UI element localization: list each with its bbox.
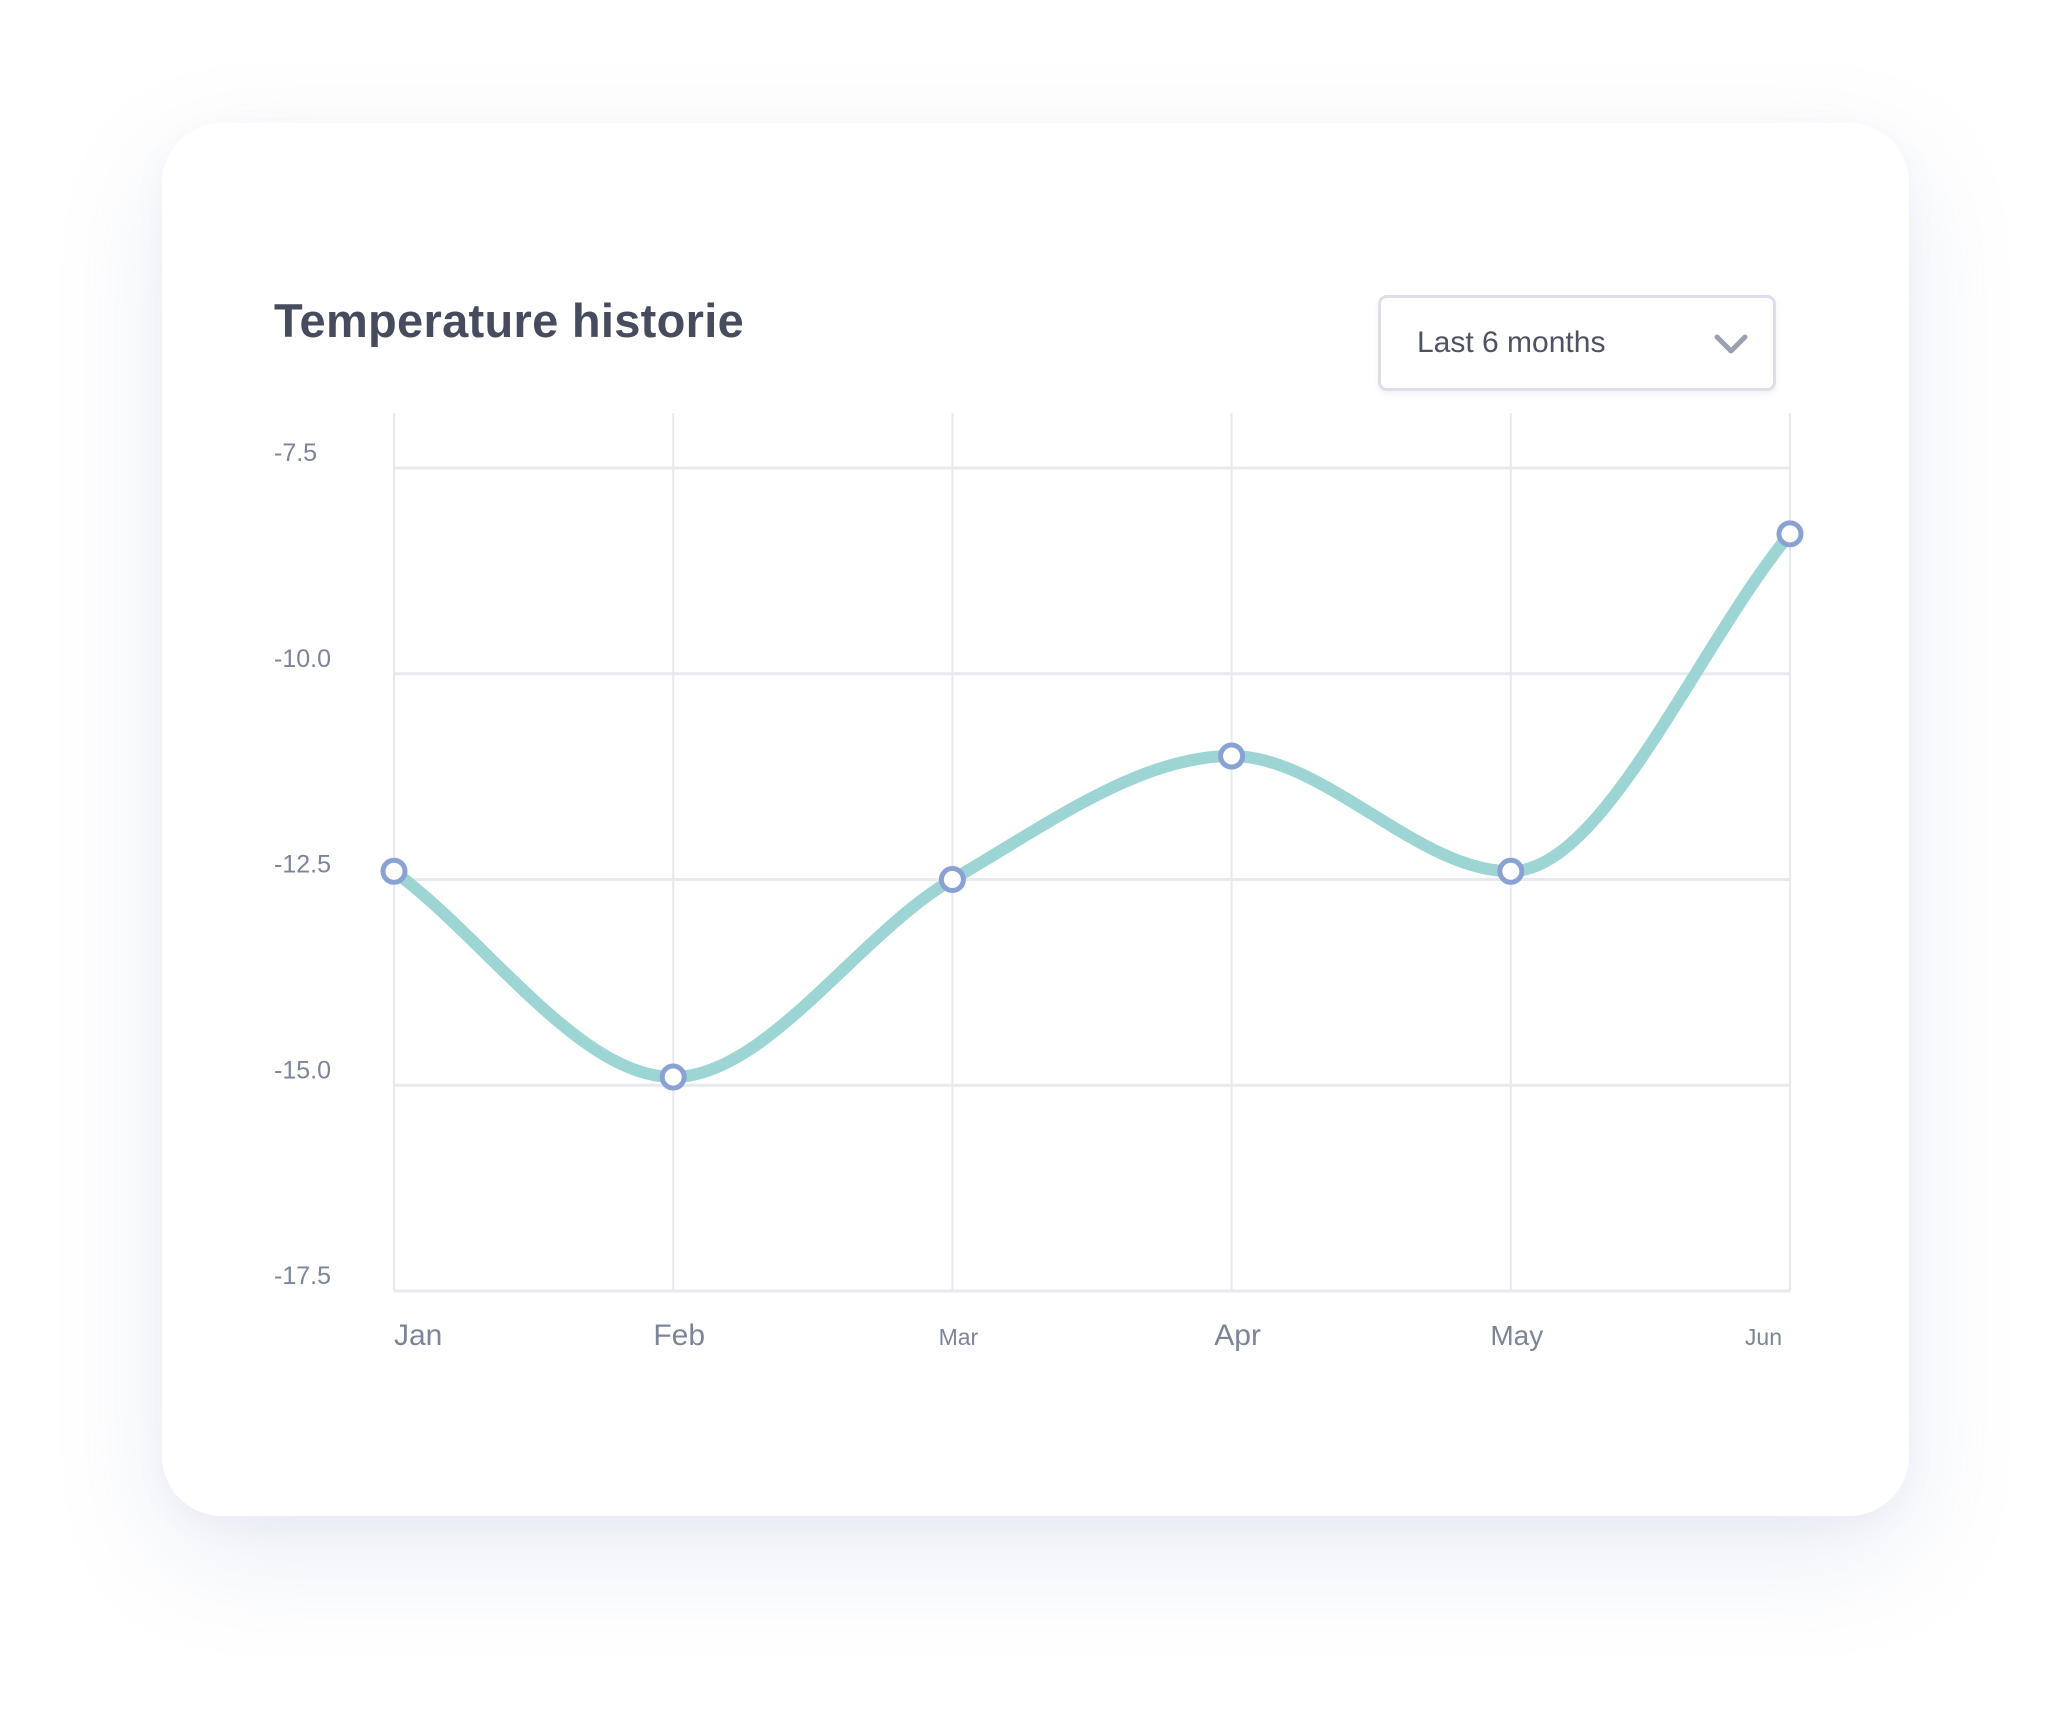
data-point — [1776, 520, 1804, 548]
chart-card: Temperature historie Last 6 months -7.5-… — [162, 123, 1909, 1516]
x-tick-label: Apr — [1214, 1319, 1261, 1352]
temperature-line-chart: -7.5 -10.0 -12.5 -15.0 -17.5 Jan Feb Mar Apr May J… — [274, 413, 1804, 1352]
y-tick-label: -15.0 — [274, 1056, 331, 1084]
data-point — [380, 857, 408, 885]
chevron-down-icon — [1714, 334, 1748, 354]
data-point — [659, 1063, 687, 1091]
data-point — [1497, 857, 1525, 885]
data-point — [1218, 742, 1246, 770]
x-tick-label: Feb — [653, 1319, 705, 1352]
data-point — [938, 866, 966, 893]
x-tick-label: May — [1490, 1320, 1543, 1351]
time-range-value: Last 6 months — [1417, 326, 1606, 359]
time-range-select[interactable]: Last 6 months — [1378, 295, 1776, 391]
y-tick-label: -12.5 — [274, 851, 331, 879]
chart-title: Temperature historie — [274, 294, 745, 347]
y-tick-label: -10.0 — [274, 645, 331, 673]
series-line — [388, 527, 1796, 1084]
x-tick-label: Mar — [939, 1324, 979, 1350]
x-tick-label: Jan — [394, 1319, 442, 1352]
y-tick-label: -7.5 — [274, 439, 317, 467]
y-tick-label: -17.5 — [274, 1262, 331, 1290]
x-tick-label: Jun — [1745, 1324, 1782, 1350]
